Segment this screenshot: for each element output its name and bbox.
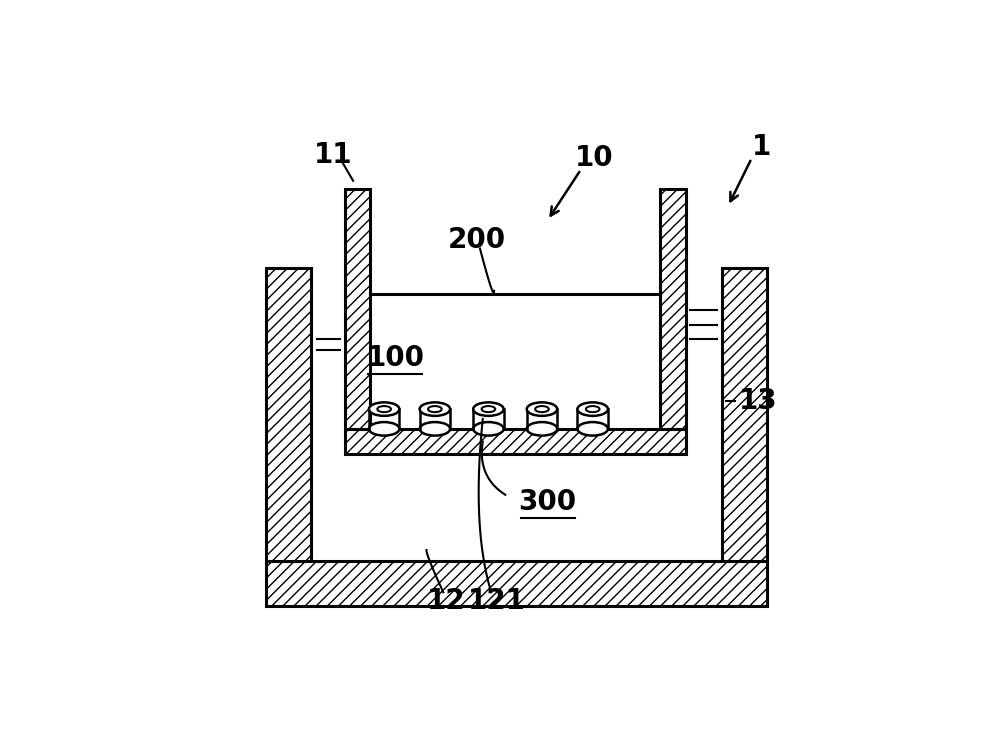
Ellipse shape (369, 403, 399, 416)
Ellipse shape (473, 422, 504, 436)
Text: 121: 121 (468, 587, 526, 615)
Text: 11: 11 (314, 141, 353, 170)
Ellipse shape (473, 403, 504, 416)
Text: 13: 13 (739, 386, 778, 414)
Bar (266, 268, 310, 561)
Ellipse shape (428, 406, 442, 412)
Ellipse shape (377, 406, 391, 412)
Text: 200: 200 (449, 226, 506, 254)
Text: 300: 300 (518, 488, 577, 516)
Text: 10: 10 (576, 144, 614, 172)
Text: 1: 1 (752, 133, 771, 161)
Bar (345, 190, 370, 429)
Bar (723, 268, 767, 561)
Text: 12: 12 (426, 587, 466, 615)
Bar (266, 561, 767, 606)
Ellipse shape (482, 406, 495, 412)
Text: 100: 100 (367, 344, 424, 373)
Ellipse shape (419, 403, 451, 416)
Ellipse shape (578, 422, 608, 436)
Bar (660, 190, 685, 429)
Ellipse shape (527, 403, 557, 416)
Ellipse shape (527, 422, 557, 436)
Ellipse shape (535, 406, 548, 412)
Ellipse shape (578, 403, 608, 416)
Bar (370, 190, 660, 429)
Ellipse shape (419, 422, 451, 436)
Bar (345, 429, 685, 454)
Ellipse shape (586, 406, 600, 412)
Ellipse shape (369, 422, 399, 436)
